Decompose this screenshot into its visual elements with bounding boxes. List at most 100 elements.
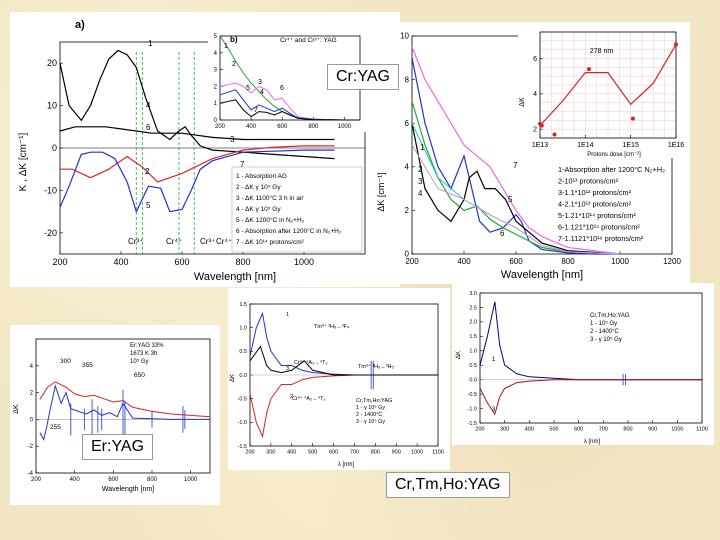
chart-e-annotation: 255 — [50, 424, 61, 431]
chart-a-xtick-label: 400 — [113, 257, 128, 267]
chart-c-xtick-label: 1000 — [611, 257, 629, 266]
chart-c-legend-entry: 2-10¹³ protons/cm² — [558, 177, 619, 186]
chart-f-ytick-label: -1.0 — [238, 420, 247, 426]
caption-er-yag: Er:YAG — [82, 434, 154, 460]
chart-c-annotation: 3 — [418, 177, 423, 186]
panel-f: 200 300 400 500 600 700 800 900 1000 1100 -1.5 -1.0… — [228, 288, 450, 470]
chart-d-ylabel: ΔK — [519, 97, 526, 107]
chart-b-title: Cr⁴⁺ and Cr³⁺: YAG — [280, 37, 337, 44]
chart-c-annotation: 6 — [500, 229, 505, 238]
chart-b-ytick-label: 3 — [214, 68, 218, 74]
chart-e-series-red — [39, 381, 211, 418]
chart-a-legend-box — [231, 166, 363, 253]
chart-d-point — [674, 42, 678, 47]
chart-g-ytick-label: 2.0 — [469, 320, 477, 326]
panel-a-label: a) — [75, 19, 85, 31]
chart-c-xtick-label: 400 — [457, 257, 471, 266]
chart-f-ytick-label: -0.5 — [238, 397, 247, 403]
chart-c-series-extra1 — [411, 144, 621, 255]
chart-c-xtick-label: 600 — [509, 257, 523, 266]
chart-f-ytick-label: -1.5 — [238, 444, 247, 450]
chart-b-annotation: 2 — [232, 61, 236, 68]
chart-b-annotation: 5 — [246, 85, 250, 92]
chart-d-point — [539, 123, 544, 128]
chart-f-annotation: 2 — [290, 394, 293, 400]
chart-a-annotation: 3 — [230, 135, 235, 144]
chart-e-frame — [35, 338, 211, 474]
chart-g-ylabel: ΔK — [456, 351, 462, 359]
chart-f-ylabel: ΔK — [230, 374, 236, 382]
chart-g-ytick-label: -0.5 — [468, 392, 477, 398]
chart-a-ytick-label: -20 — [44, 228, 57, 238]
chart-f-xlabel: λ [nm] — [338, 462, 355, 468]
chart-g-xtick-label: 500 — [549, 427, 558, 433]
chart-e-ytick-label: 0 — [30, 417, 34, 423]
panel-a: 200 400 600 800 1000 -20 -10 0 10 20 1 - Absorptio… — [10, 12, 400, 287]
chart-b-ytick-label: 4 — [214, 51, 218, 57]
chart-f-xtick-label: 800 — [371, 450, 380, 456]
chart-a-legend-entry: 1 - Absorption AG — [236, 173, 287, 180]
chart-a-series-1 — [59, 49, 335, 160]
chart-c-annotation: 4 — [418, 189, 423, 198]
chart-g-series-3 — [479, 379, 702, 416]
chart-a-ytick-label: 10 — [47, 101, 57, 111]
chart-e-xtick-label: 800 — [147, 477, 158, 483]
chart-d-ytick-label: 4 — [533, 91, 537, 98]
chart-a-ytick-label: 20 — [47, 58, 57, 68]
caption-crtmho-yag: Cr,Tm,Ho:YAG — [386, 472, 510, 498]
chart-f-series-2 — [249, 374, 438, 439]
chart-f-ytick-label: 1.5 — [239, 302, 247, 308]
chart-e-legend-entry: 10⁵ Gy — [130, 358, 149, 365]
chart-a-xtick-label: 1000 — [294, 257, 314, 267]
chart-g-xtick-label: 700 — [599, 427, 608, 433]
chart-g-ytick-label: -1.0 — [468, 406, 477, 412]
caption-cr-yag: Cr:YAG — [327, 64, 399, 90]
chart-c-ytick-label: 2 — [405, 206, 410, 215]
chart-c-legend-entry: 4-2.1*10¹³ protons/cm² — [558, 200, 632, 209]
chart-g-xtick-label: 1000 — [671, 427, 683, 433]
chart-g-ytick-label: -1.5 — [468, 421, 477, 427]
chart-g-legend-entry: Cr,Tm,Ho:YAG — [590, 313, 630, 319]
chart-a-annotation: Cr⁴⁺ — [166, 237, 182, 246]
chart-f-legend-entry: 2 - 1400°C — [356, 412, 382, 418]
chart-c-ytick-label: 10 — [400, 32, 409, 41]
chart-d: 1E13 1E14 1E15 1E16 2 4 6 278 nm Protons dose [… — [519, 31, 684, 158]
chart-e-ytick-label: -4 — [28, 471, 34, 477]
chart-g-xlabel: λ [nm] — [584, 439, 601, 445]
chart-a-annotation: 4 — [146, 101, 151, 110]
chart-c-annotation: 5 — [508, 195, 513, 204]
chart-c-legend-entry: 6-1.121*10¹⁵ protons/cm² — [558, 223, 640, 232]
chart-g-xtick-label: 1100 — [696, 427, 708, 433]
chart-g-legend-entry: 3 - γ 10⁵ Gy — [590, 336, 622, 343]
chart-f-annotation: 3 — [286, 366, 289, 372]
chart-b-ytick-label: 5 — [214, 34, 218, 40]
chart-d-ytick-label: 2 — [533, 127, 537, 134]
chart-c-ylabel: ΔK [cm⁻¹] — [376, 172, 386, 211]
chart-b-annotation: 4 — [260, 89, 264, 96]
chart-c-legend-entry: 1-Absorption after 1200°C N₂+H₂ — [558, 165, 665, 174]
chart-g-ytick-label: 1.0 — [469, 349, 477, 355]
chart-c-series-6 — [411, 123, 621, 255]
chart-a-legend-entry: 3 - ΔK 1100°C 3 h in air — [236, 194, 304, 202]
chart-d-xtick-label: 1E14 — [577, 142, 593, 149]
chart-a-ytick-label: -10 — [44, 185, 57, 195]
chart-g-annotation: 3 — [492, 407, 496, 413]
chart-c-xtick-label: 1200 — [663, 257, 681, 266]
chart-g-ytick-label: 2.5 — [469, 305, 477, 311]
chart-f-xtick-label: 700 — [350, 450, 359, 456]
chart-e: 200 400 600 800 1000 -4 -2 0 2 4 Er:YAG 33% 1673 K … — [13, 338, 211, 493]
chart-g-legend-entry: 2 - 1400°C — [590, 329, 619, 335]
chart-g-frame — [479, 292, 703, 424]
chart-a-ytick-label: 0 — [52, 143, 57, 153]
chart-a-annotation: Cr³⁺ — [128, 237, 143, 246]
chart-f-legend-entry: 3 - γ 10⁵ Gy — [356, 418, 385, 425]
chart-d-point — [630, 116, 635, 121]
chart-g-annotation: 1 — [492, 357, 496, 363]
chart-f: 200 300 400 500 600 700 800 900 1000 1100 -1.5 -1.0… — [230, 302, 444, 468]
chart-e-ytick-label: 2 — [30, 391, 34, 397]
chart-e-annotation: 650 — [134, 372, 145, 379]
chart-f-legend-entry: 1 - γ 10⁵ Gy — [356, 404, 385, 411]
chart-b-xtick-label: 1000 — [338, 124, 352, 130]
chart-f-annotation: Cr³⁺ ⁴A₂→⁴T₂ — [294, 359, 328, 366]
chart-e-ylabel: ΔK — [13, 404, 20, 414]
